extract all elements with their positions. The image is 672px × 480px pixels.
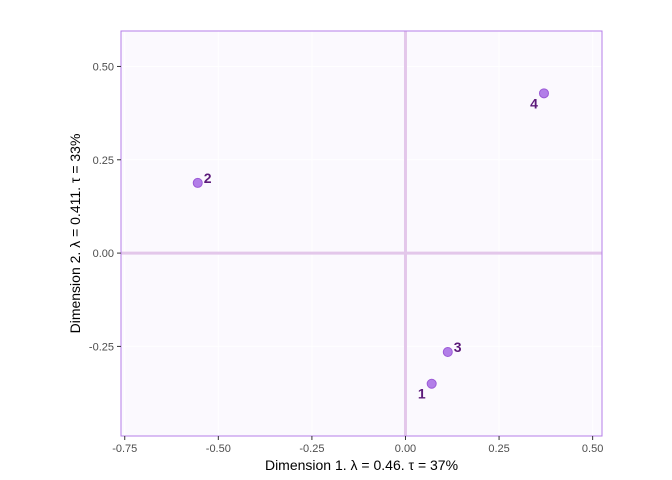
- x-tick-label-4: 0.25: [488, 443, 509, 455]
- y-tick-label-0: -0.25: [89, 341, 114, 353]
- x-tick-label-1: -0.50: [206, 443, 231, 455]
- x-tick-label-0: -0.75: [112, 443, 137, 455]
- y-tick-label-2: 0.25: [93, 155, 114, 167]
- point-label-4: 4: [530, 95, 538, 111]
- point-label-2: 2: [204, 170, 212, 186]
- y-axis-title: Dimension 2. λ = 0.411. τ = 33%: [67, 134, 83, 334]
- y-tick-label-3: 0.50: [93, 61, 114, 73]
- x-tick-label-5: 0.50: [582, 443, 603, 455]
- y-axis: -0.25 0.00 0.25 0.50: [89, 61, 121, 353]
- point-label-3: 3: [454, 339, 462, 355]
- data-point-2: [192, 177, 203, 188]
- reference-lines: [121, 31, 602, 436]
- data-point-4: [538, 88, 549, 99]
- data-point-3: [442, 347, 453, 358]
- data-points: 1 2 3 4: [192, 88, 549, 402]
- point-label-1: 1: [418, 386, 426, 402]
- x-tick-label-3: 0.00: [395, 443, 416, 455]
- x-axis: -0.75 -0.50 -0.25 0.00 0.25 0.50: [112, 436, 603, 455]
- y-tick-label-1: 0.00: [93, 248, 114, 260]
- x-tick-label-2: -0.25: [299, 443, 324, 455]
- panel-background: [121, 31, 602, 436]
- x-axis-title: Dimension 1. λ = 0.46. τ = 37%: [265, 457, 458, 473]
- panel-border: [120, 30, 603, 437]
- data-point-1: [426, 378, 437, 389]
